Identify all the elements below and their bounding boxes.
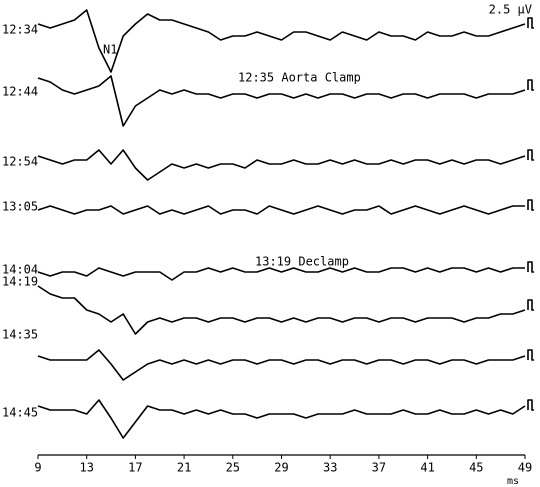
x-tick-label: 33 [323, 461, 337, 475]
calibration-pulse [527, 349, 534, 361]
calibration-pulse [527, 299, 534, 311]
trace-label: 14:04 [2, 263, 38, 277]
x-tick-label: 25 [226, 461, 240, 475]
trace [37, 285, 526, 335]
x-tick-label: 41 [420, 461, 434, 475]
trace [37, 267, 525, 281]
trace-label: 14:19 [2, 275, 38, 289]
x-axis-label: ms [507, 476, 519, 487]
x-tick-label: 49 [518, 461, 532, 475]
calibration-pulse [527, 149, 534, 161]
x-tick-label: 17 [128, 461, 142, 475]
trace-label: 13:05 [2, 200, 38, 214]
trace [37, 149, 526, 181]
x-tick-label: 29 [274, 461, 288, 475]
x-tick-label: 21 [177, 461, 191, 475]
annotation: 12:35 Aorta Clamp [238, 71, 361, 85]
trace-label: 12:54 [2, 155, 38, 169]
trace-label: 14:35 [2, 328, 38, 342]
scale-bar-label: 2.5 μV [489, 3, 532, 17]
trace [37, 349, 526, 381]
calibration-pulse [527, 261, 534, 273]
trace [37, 75, 526, 127]
x-tick-label: 13 [79, 461, 93, 475]
calibration-pulse [527, 17, 534, 29]
trace-label: 12:34 [2, 23, 38, 37]
calibration-pulse [527, 399, 534, 411]
trace [37, 205, 525, 215]
x-tick-label: 45 [469, 461, 483, 475]
trace [37, 399, 526, 439]
annotation: 13:19 Declamp [255, 255, 349, 269]
calibration-pulse [527, 79, 534, 91]
x-tick-label: 37 [372, 461, 386, 475]
calibration-pulse [527, 199, 534, 211]
trace-label: 12:44 [2, 85, 38, 99]
trace [37, 9, 526, 73]
annotation: N1 [103, 43, 117, 57]
trace-label: 14:45 [2, 406, 38, 420]
x-tick-label: 9 [34, 461, 41, 475]
